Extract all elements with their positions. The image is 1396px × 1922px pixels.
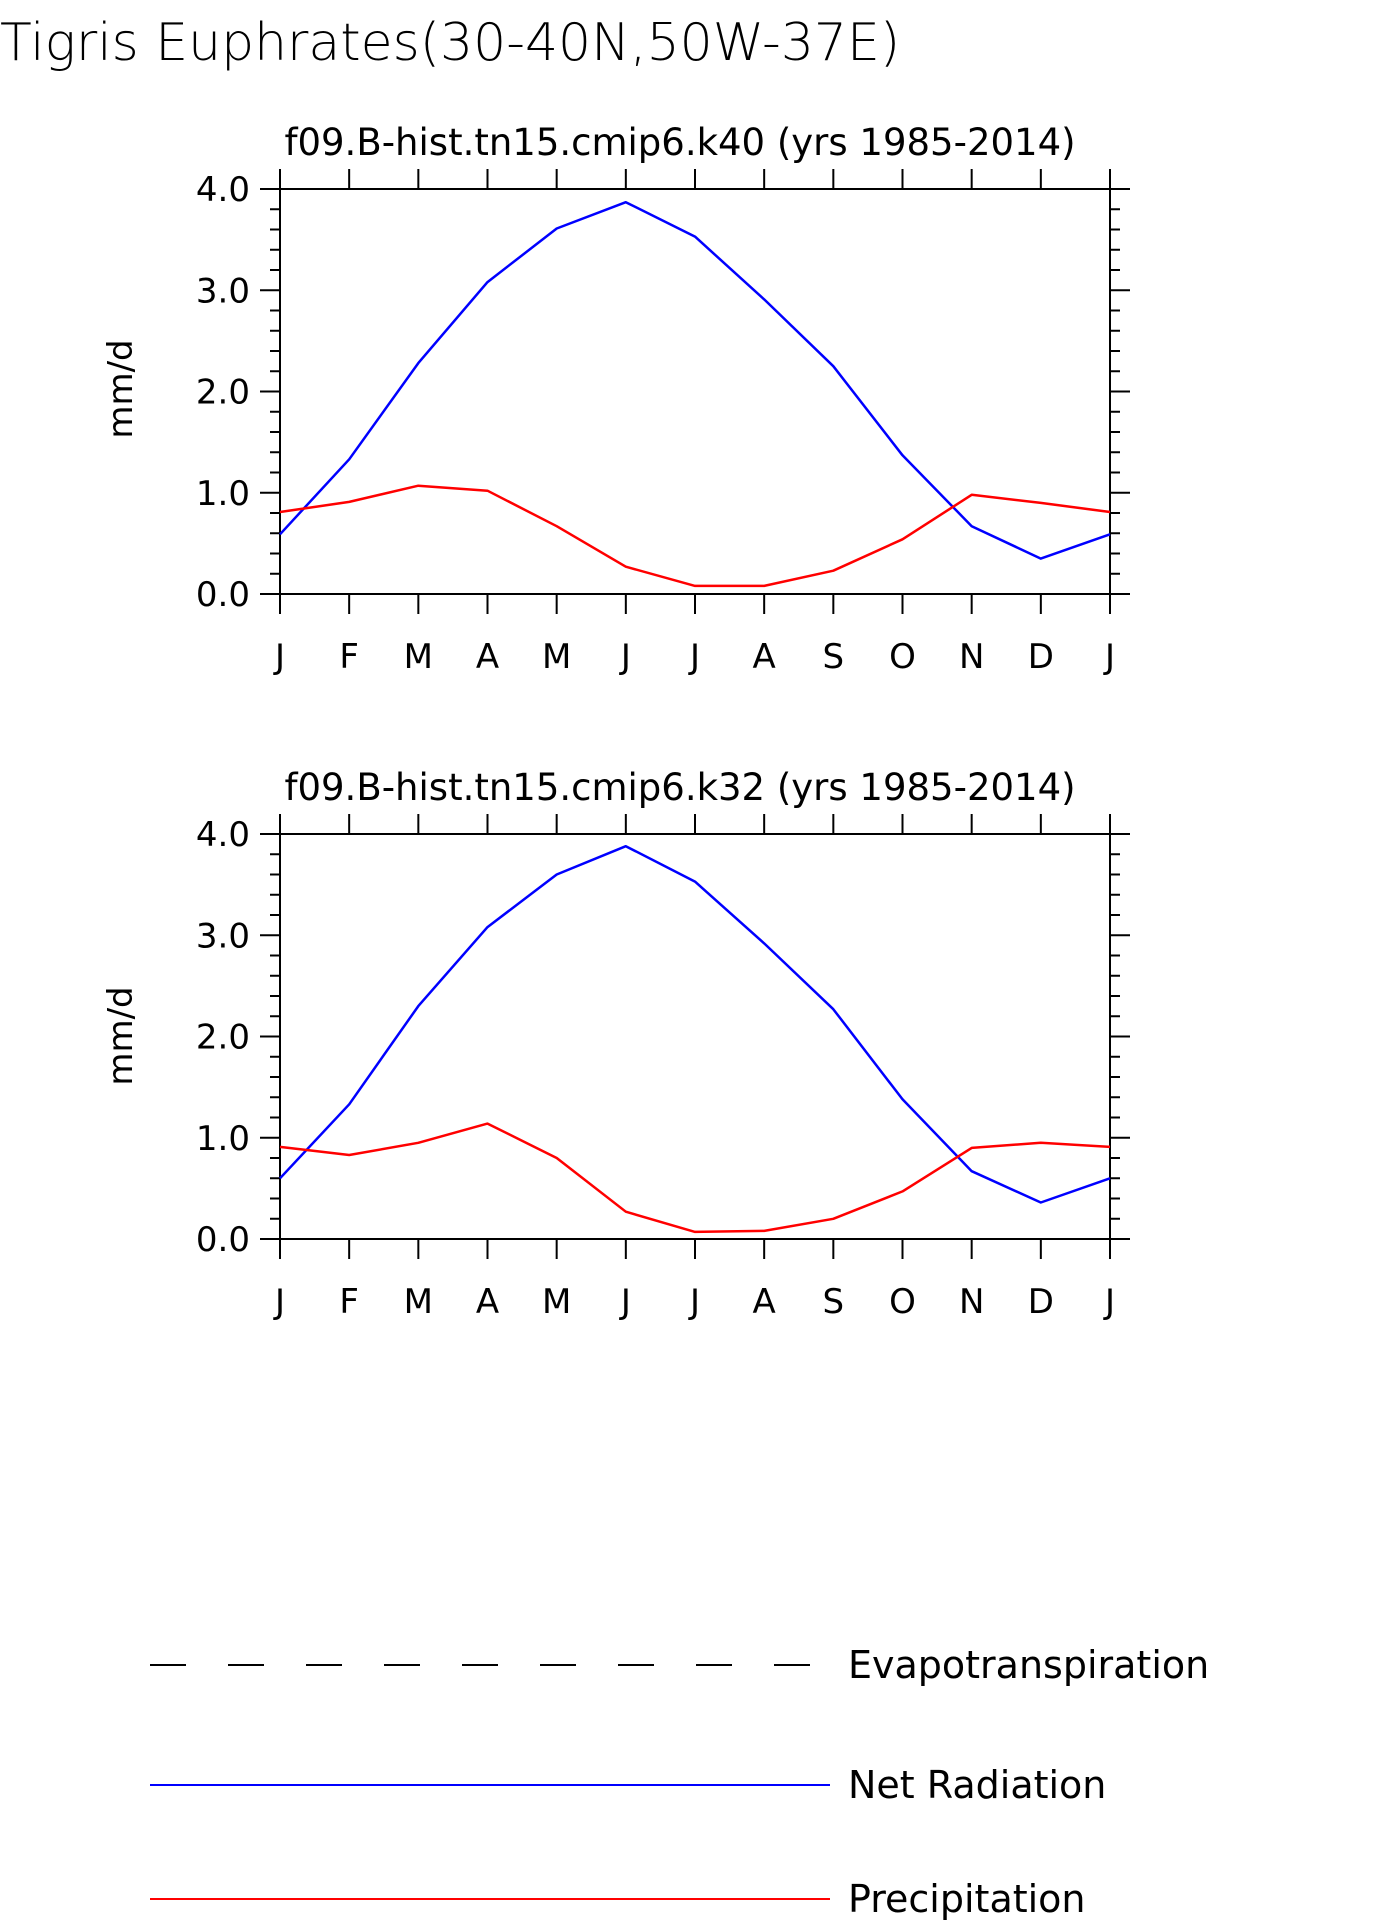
x-tick-label: N bbox=[959, 1282, 984, 1322]
y-tick-label: 4.0 bbox=[196, 170, 250, 210]
y-axis-label-k32: mm/d bbox=[101, 986, 141, 1085]
series-line-net-radiation-k32 bbox=[279, 844, 1111, 1204]
x-tick-label: A bbox=[476, 637, 499, 677]
x-tick-label: J bbox=[688, 637, 700, 677]
chart-panel-k40: f09.B-hist.tn15.cmip6.k40 (yrs 1985-2014… bbox=[101, 121, 1130, 677]
legend-label-net-radiation: Net Radiation bbox=[848, 1763, 1106, 1807]
x-tick-label: A bbox=[753, 637, 776, 677]
y-tick-label: 0.0 bbox=[196, 1220, 250, 1260]
x-tick-label: D bbox=[1028, 1282, 1054, 1322]
x-tick-label: S bbox=[823, 637, 845, 677]
series-line-net-radiation-k40 bbox=[279, 200, 1111, 560]
x-tick-label: M bbox=[542, 637, 571, 677]
legend: Evapotranspiration Net Radiation Precipi… bbox=[150, 1643, 1209, 1921]
x-tick-label: F bbox=[339, 1282, 359, 1322]
y-tick-label: 1.0 bbox=[196, 474, 250, 514]
series-line-precipitation-k40 bbox=[279, 484, 1111, 588]
x-tick-label: O bbox=[889, 1282, 916, 1322]
x-tick-label: M bbox=[542, 1282, 571, 1322]
x-tick-label: J bbox=[688, 1282, 700, 1322]
y-tick-label: 3.0 bbox=[196, 271, 250, 311]
chart-panel-k32: f09.B-hist.tn15.cmip6.k32 (yrs 1985-2014… bbox=[101, 766, 1130, 1322]
x-tick-label: J bbox=[619, 1282, 631, 1322]
x-tick-label: O bbox=[889, 637, 916, 677]
panel-title-k40: f09.B-hist.tn15.cmip6.k40 (yrs 1985-2014… bbox=[284, 121, 1075, 164]
x-tick-label: J bbox=[1103, 637, 1115, 677]
y-tick-label: 2.0 bbox=[196, 373, 250, 413]
x-tick-label: J bbox=[273, 1282, 285, 1322]
series-line-precipitation-k32 bbox=[279, 1122, 1111, 1234]
x-tick-label: J bbox=[619, 637, 631, 677]
x-tick-label: J bbox=[1103, 1282, 1115, 1322]
panel-title-k32: f09.B-hist.tn15.cmip6.k32 (yrs 1985-2014… bbox=[284, 766, 1075, 809]
y-tick-label: 0.0 bbox=[196, 575, 250, 615]
x-tick-label: J bbox=[273, 637, 285, 677]
legend-label-evapotranspiration: Evapotranspiration bbox=[848, 1643, 1209, 1687]
legend-label-precipitation: Precipitation bbox=[848, 1877, 1086, 1921]
x-tick-label: M bbox=[404, 637, 433, 677]
y-tick-label: 4.0 bbox=[196, 815, 250, 855]
x-tick-label: F bbox=[339, 637, 359, 677]
x-tick-label: A bbox=[753, 1282, 776, 1322]
x-tick-label: M bbox=[404, 1282, 433, 1322]
x-tick-label: S bbox=[823, 1282, 845, 1322]
y-tick-label: 3.0 bbox=[196, 916, 250, 956]
y-tick-label: 1.0 bbox=[196, 1119, 250, 1159]
x-tick-label: D bbox=[1028, 637, 1054, 677]
x-tick-label: N bbox=[959, 637, 984, 677]
figure-title: Tigris Euphrates(30-40N,50W-37E) bbox=[0, 13, 900, 73]
y-axis-label-k40: mm/d bbox=[101, 339, 141, 438]
x-tick-label: A bbox=[476, 1282, 499, 1322]
y-tick-label: 2.0 bbox=[196, 1018, 250, 1058]
